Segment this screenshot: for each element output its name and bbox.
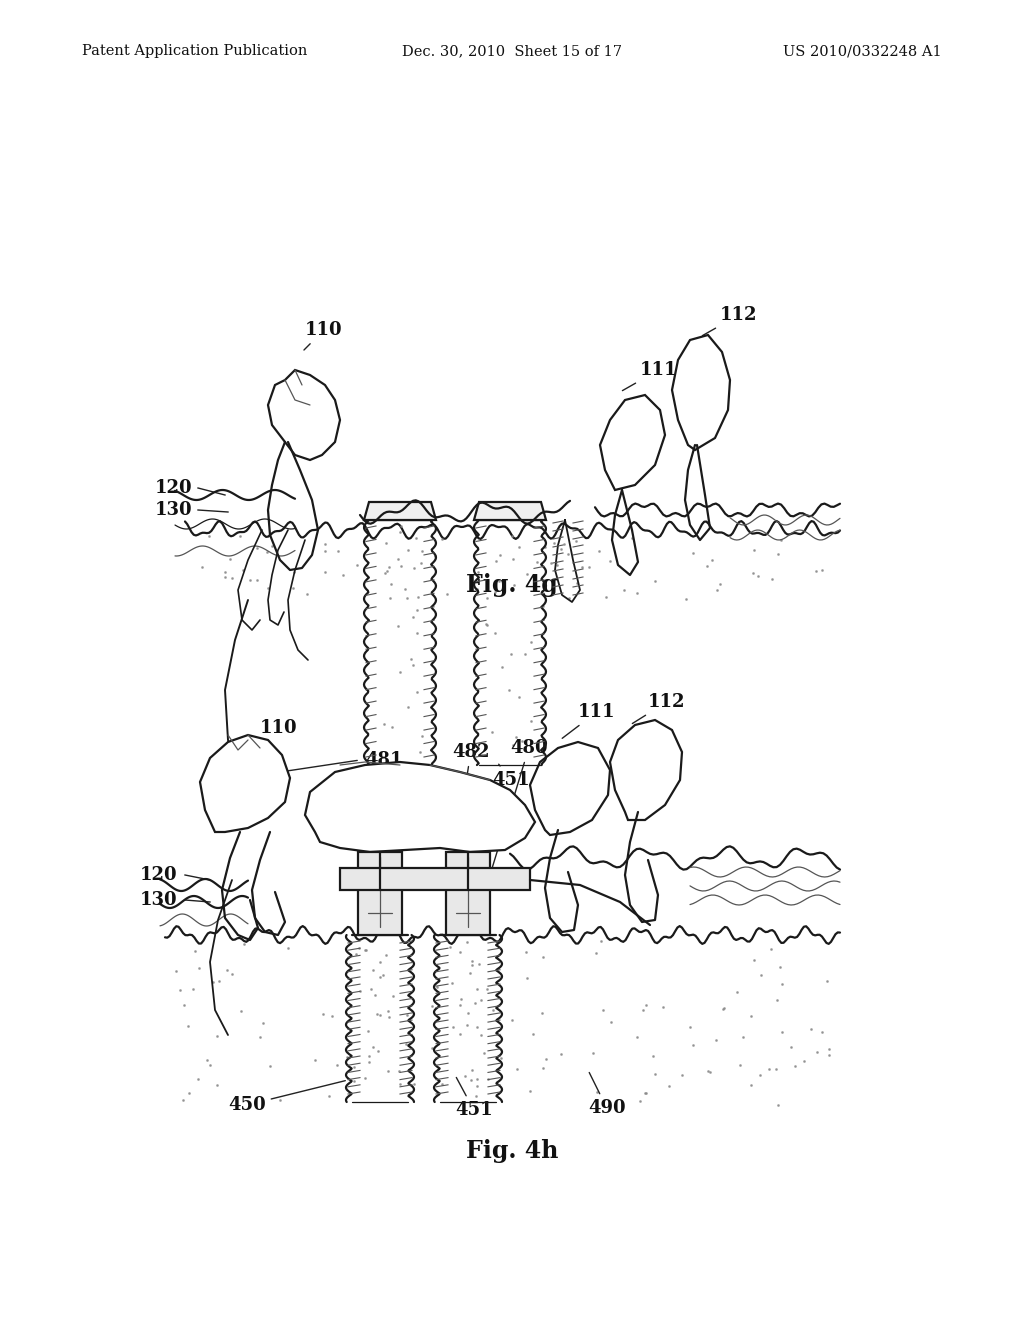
Polygon shape	[268, 370, 340, 459]
Text: 482: 482	[452, 743, 489, 805]
Text: 130: 130	[140, 891, 177, 909]
Polygon shape	[305, 762, 535, 851]
Text: 450: 450	[228, 1081, 345, 1114]
Text: 110: 110	[304, 321, 343, 350]
Text: 481: 481	[365, 751, 402, 808]
Text: 451: 451	[492, 764, 529, 789]
Text: 451: 451	[455, 1077, 493, 1119]
Text: 112: 112	[702, 306, 758, 335]
Text: 120: 120	[140, 866, 177, 884]
Polygon shape	[600, 395, 665, 490]
Polygon shape	[672, 335, 730, 450]
Text: 111: 111	[623, 360, 678, 391]
Text: Dec. 30, 2010  Sheet 15 of 17: Dec. 30, 2010 Sheet 15 of 17	[402, 44, 622, 58]
Text: 490: 490	[588, 1072, 626, 1117]
Polygon shape	[610, 719, 682, 820]
Polygon shape	[340, 869, 530, 890]
Text: 110: 110	[247, 719, 298, 754]
Text: Fig. 4h: Fig. 4h	[466, 1139, 558, 1163]
Polygon shape	[530, 742, 610, 836]
Polygon shape	[200, 735, 290, 832]
Text: 480: 480	[490, 739, 548, 873]
Polygon shape	[474, 502, 546, 520]
Text: 120: 120	[155, 479, 193, 498]
Polygon shape	[358, 851, 402, 935]
Polygon shape	[446, 851, 490, 935]
Text: Fig. 4g: Fig. 4g	[466, 573, 558, 597]
Polygon shape	[364, 502, 436, 520]
Text: 450: 450	[228, 760, 357, 785]
Text: 130: 130	[155, 502, 193, 519]
Text: 111: 111	[562, 704, 615, 738]
Text: 112: 112	[633, 693, 685, 723]
Text: Patent Application Publication: Patent Application Publication	[82, 44, 307, 58]
Text: US 2010/0332248 A1: US 2010/0332248 A1	[783, 44, 942, 58]
